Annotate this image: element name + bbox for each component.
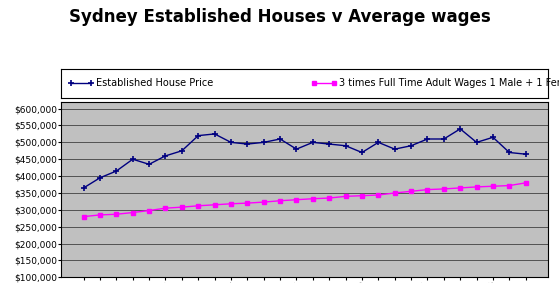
Established House Price (162, 154, 169, 158)
Established House Price (391, 147, 398, 151)
Established House Price (424, 137, 431, 141)
Established House Price (359, 151, 366, 154)
3 times Full Time Adult Wages 1 Male + 1 Female (326, 196, 333, 200)
Established House Price (408, 144, 414, 147)
Established House Price (293, 147, 300, 151)
3 times Full Time Adult Wages 1 Male + 1 Female (211, 203, 218, 207)
Established House Price (522, 153, 529, 156)
Established House Price (440, 137, 447, 141)
Established House Price (146, 163, 153, 166)
Established House Price (310, 141, 316, 144)
3 times Full Time Adult Wages 1 Male + 1 Female (293, 198, 300, 201)
3 times Full Time Adult Wages 1 Male + 1 Female (113, 213, 120, 216)
Established House Price (195, 134, 202, 137)
3 times Full Time Adult Wages 1 Male + 1 Female (522, 181, 529, 185)
3 times Full Time Adult Wages 1 Male + 1 Female (457, 186, 463, 190)
3 times Full Time Adult Wages 1 Male + 1 Female (490, 185, 496, 188)
Established House Price (342, 144, 349, 147)
3 times Full Time Adult Wages 1 Male + 1 Female (178, 205, 185, 209)
Established House Price (506, 151, 513, 154)
3 times Full Time Adult Wages 1 Male + 1 Female (228, 202, 234, 205)
3 times Full Time Adult Wages 1 Male + 1 Female (342, 195, 349, 198)
Established House Price (228, 141, 234, 144)
Line: 3 times Full Time Adult Wages 1 Male + 1 Female: 3 times Full Time Adult Wages 1 Male + 1… (82, 181, 528, 218)
Line: Established House Price: Established House Price (80, 125, 529, 191)
3 times Full Time Adult Wages 1 Male + 1 Female (391, 191, 398, 195)
Established House Price (326, 142, 333, 146)
3 times Full Time Adult Wages 1 Male + 1 Female (260, 200, 267, 204)
Established House Price (277, 137, 283, 141)
3 times Full Time Adult Wages 1 Male + 1 Female (375, 193, 382, 197)
3 times Full Time Adult Wages 1 Male + 1 Female (146, 209, 153, 212)
3 times Full Time Adult Wages 1 Male + 1 Female (277, 199, 283, 202)
Established House Price (178, 149, 185, 153)
3 times Full Time Adult Wages 1 Male + 1 Female (129, 211, 136, 214)
3 times Full Time Adult Wages 1 Male + 1 Female (440, 187, 447, 191)
Established House Price (244, 142, 250, 146)
Established House Price (375, 141, 382, 144)
3 times Full Time Adult Wages 1 Male + 1 Female (473, 185, 480, 188)
Established House Price (97, 176, 103, 179)
Established House Price (457, 127, 463, 130)
3 times Full Time Adult Wages 1 Male + 1 Female (97, 213, 103, 216)
Text: Sydney Established Houses v Average wages: Sydney Established Houses v Average wage… (69, 8, 490, 27)
Text: Established House Price: Established House Price (96, 78, 213, 89)
3 times Full Time Adult Wages 1 Male + 1 Female (506, 184, 513, 187)
Established House Price (80, 186, 87, 190)
3 times Full Time Adult Wages 1 Male + 1 Female (408, 190, 414, 193)
3 times Full Time Adult Wages 1 Male + 1 Female (310, 197, 316, 200)
Established House Price (129, 158, 136, 161)
3 times Full Time Adult Wages 1 Male + 1 Female (424, 188, 431, 191)
3 times Full Time Adult Wages 1 Male + 1 Female (162, 207, 169, 210)
Established House Price (473, 141, 480, 144)
Established House Price (211, 132, 218, 136)
Established House Price (113, 169, 120, 173)
3 times Full Time Adult Wages 1 Male + 1 Female (244, 201, 250, 205)
Established House Price (260, 141, 267, 144)
3 times Full Time Adult Wages 1 Male + 1 Female (359, 194, 366, 197)
3 times Full Time Adult Wages 1 Male + 1 Female (195, 204, 202, 207)
Text: 3 times Full Time Adult Wages 1 Male + 1 Female: 3 times Full Time Adult Wages 1 Male + 1… (339, 78, 559, 89)
3 times Full Time Adult Wages 1 Male + 1 Female (80, 215, 87, 218)
Established House Price (490, 136, 496, 139)
